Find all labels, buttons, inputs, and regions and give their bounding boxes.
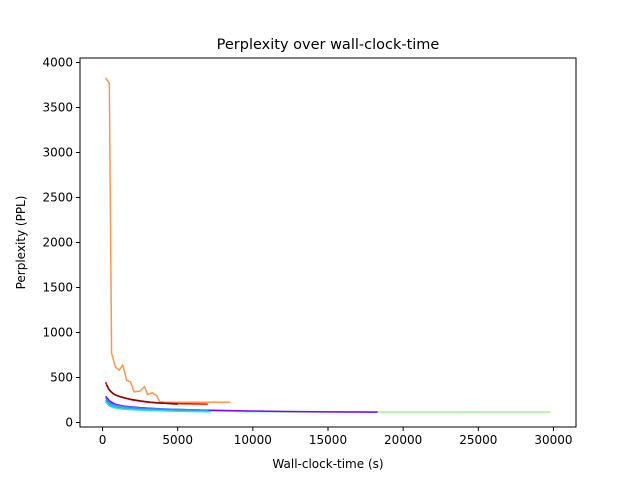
y-tick-label: 3500 <box>42 101 73 115</box>
series-line-6 <box>105 401 211 413</box>
chart-title: Perplexity over wall-clock-time <box>217 37 440 53</box>
x-tick-label: 0 <box>99 433 107 447</box>
y-tick-label: 3000 <box>42 146 73 160</box>
x-tick-label: 10000 <box>234 433 272 447</box>
x-axis-label: Wall-clock-time (s) <box>272 457 383 471</box>
x-tick-label: 30000 <box>534 433 572 447</box>
y-tick-label: 1500 <box>42 281 73 295</box>
y-tick-label: 2000 <box>42 236 73 250</box>
x-tick-label: 25000 <box>459 433 497 447</box>
y-tick-label: 500 <box>50 371 73 385</box>
x-tick-label: 20000 <box>384 433 422 447</box>
x-axis: 0 5000 10000 15000 20000 25000 30000 <box>99 427 573 447</box>
y-tick-label: 1000 <box>42 326 73 340</box>
y-tick-label: 0 <box>65 416 73 430</box>
series-line-7 <box>104 77 231 404</box>
y-tick-label: 2500 <box>42 191 73 205</box>
y-axis: 0 500 1000 1500 2000 2500 3000 3500 4000 <box>42 56 80 430</box>
y-axis-label: Perplexity (PPL) <box>14 196 28 290</box>
x-tick-label: 5000 <box>162 433 193 447</box>
plot-area <box>104 77 551 413</box>
y-tick-label: 4000 <box>42 56 73 70</box>
x-tick-label: 15000 <box>309 433 347 447</box>
series-line-4 <box>105 397 208 412</box>
series-line-9 <box>105 384 178 405</box>
